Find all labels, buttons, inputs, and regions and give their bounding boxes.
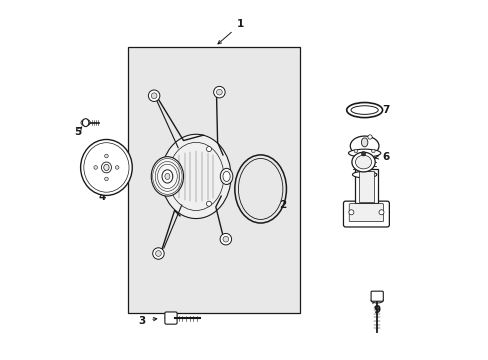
Ellipse shape [103,165,109,171]
Text: 5: 5 [74,127,81,136]
Circle shape [104,177,108,181]
Circle shape [367,135,371,139]
Ellipse shape [81,139,132,195]
Bar [128,47,300,313]
Ellipse shape [350,106,378,114]
FancyBboxPatch shape [370,291,383,301]
FancyBboxPatch shape [343,201,388,227]
Circle shape [206,147,211,152]
Text: 1: 1 [218,19,244,44]
Circle shape [378,210,383,215]
Circle shape [104,154,108,158]
Ellipse shape [83,143,129,192]
Ellipse shape [355,155,371,169]
Ellipse shape [361,138,367,147]
Circle shape [371,149,374,153]
Text: 4: 4 [98,185,106,202]
Ellipse shape [165,314,176,322]
Ellipse shape [161,134,230,219]
Ellipse shape [349,136,378,156]
Ellipse shape [101,162,111,173]
Ellipse shape [151,157,183,196]
Bar [354,169,377,203]
Text: 2: 2 [274,194,286,210]
Ellipse shape [351,152,374,172]
FancyBboxPatch shape [164,312,177,324]
Text: 3: 3 [139,316,157,325]
Ellipse shape [162,170,172,183]
Text: 7: 7 [374,105,389,115]
Ellipse shape [223,171,230,181]
Circle shape [220,233,231,245]
FancyBboxPatch shape [348,204,383,222]
Ellipse shape [348,149,380,157]
Text: 6: 6 [374,152,389,162]
Circle shape [348,210,353,215]
Circle shape [206,201,211,206]
Circle shape [155,251,161,256]
Ellipse shape [238,158,282,220]
Circle shape [151,93,157,99]
Circle shape [216,89,222,95]
Ellipse shape [352,171,376,178]
Circle shape [223,236,228,242]
Bar [358,171,373,202]
Circle shape [152,248,164,259]
Circle shape [115,166,119,169]
Text: 9: 9 [372,300,380,315]
Circle shape [94,166,97,169]
Ellipse shape [82,119,89,127]
Circle shape [167,174,172,179]
Ellipse shape [164,174,169,180]
Ellipse shape [234,155,286,223]
Circle shape [361,152,365,156]
Ellipse shape [346,103,382,118]
Circle shape [353,149,357,153]
Circle shape [213,86,224,98]
Circle shape [148,90,160,102]
Ellipse shape [370,298,383,303]
Ellipse shape [81,120,90,126]
Text: 8: 8 [374,206,389,216]
Ellipse shape [220,168,232,184]
